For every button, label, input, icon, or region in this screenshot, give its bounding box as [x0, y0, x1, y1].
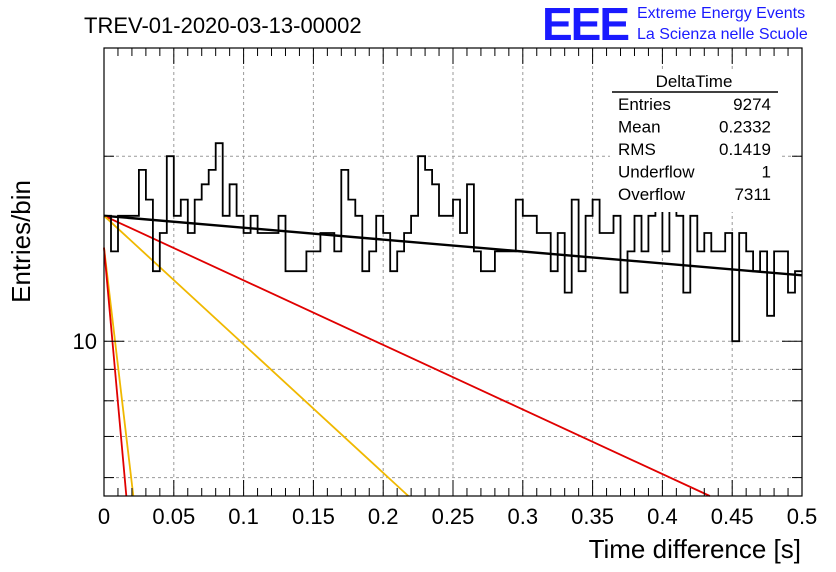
logo-line2: La Scienza nelle Scuole — [637, 26, 808, 43]
x-tick-label: 0.5 — [787, 504, 818, 529]
fit-line — [103, 214, 803, 277]
stats-row-label: Overflow — [618, 185, 686, 204]
logo-text: EEE — [542, 0, 628, 50]
grid-lines — [104, 48, 802, 496]
x-tick-label: 0.4 — [647, 504, 678, 529]
y-tick-label: 10 — [73, 329, 97, 354]
x-tick-label: 0.45 — [711, 504, 754, 529]
stats-rows: Entries 9274 Mean 0.2332 RMS 0.1419 Underflow 1… — [618, 95, 771, 204]
x-axis-label: Time difference [s] — [589, 534, 801, 564]
stats-row-value: 9274 — [733, 95, 771, 114]
x-tick-label: 0.1 — [228, 504, 259, 529]
x-tick-labels: 0 0.05 0.1 0.15 0.2 0.25 0.3 0.35 0.4 0.45 0.5 — [98, 504, 817, 529]
fit-lines — [103, 214, 803, 497]
x-tick-label: 0.05 — [152, 504, 195, 529]
stats-row-label: Underflow — [618, 163, 695, 182]
histogram-series — [104, 142, 802, 343]
histogram-line — [104, 142, 802, 343]
y-tick-labels: 10 — [73, 329, 97, 354]
stats-box: DeltaTime Entries 9274 Mean 0.2332 RMS 0.1419… — [610, 72, 780, 212]
fit-line — [103, 215, 409, 497]
logo-line1: Extreme Energy Events — [637, 5, 805, 22]
stats-row-label: Mean — [618, 118, 661, 137]
fit-line — [103, 247, 135, 497]
stats-row-value: 0.2332 — [719, 118, 771, 137]
axis-ticks — [103, 48, 803, 496]
fit-line — [103, 214, 711, 497]
stats-row-value: 0.1419 — [719, 140, 771, 159]
stats-row-value: 7311 — [734, 185, 771, 204]
stats-title: DeltaTime — [656, 72, 733, 91]
stats-box-background — [610, 72, 780, 212]
chart-title: TREV-01-2020-03-13-00002 — [84, 13, 362, 38]
eee-logo: EEE Extreme Energy Events La Scienza nel… — [542, 0, 808, 50]
x-tick-label: 0.15 — [292, 504, 335, 529]
stats-row-label: Entries — [618, 95, 671, 114]
y-axis-label: Entries/bin — [6, 180, 36, 303]
stats-row-value: 1 — [762, 163, 771, 182]
x-tick-label: 0.25 — [432, 504, 475, 529]
x-tick-label: 0.35 — [571, 504, 614, 529]
fit-line — [103, 247, 128, 497]
stats-row-label: RMS — [618, 140, 656, 159]
x-tick-label: 0.2 — [368, 504, 399, 529]
x-tick-label: 0.3 — [508, 504, 539, 529]
x-tick-label: 0 — [98, 504, 110, 529]
